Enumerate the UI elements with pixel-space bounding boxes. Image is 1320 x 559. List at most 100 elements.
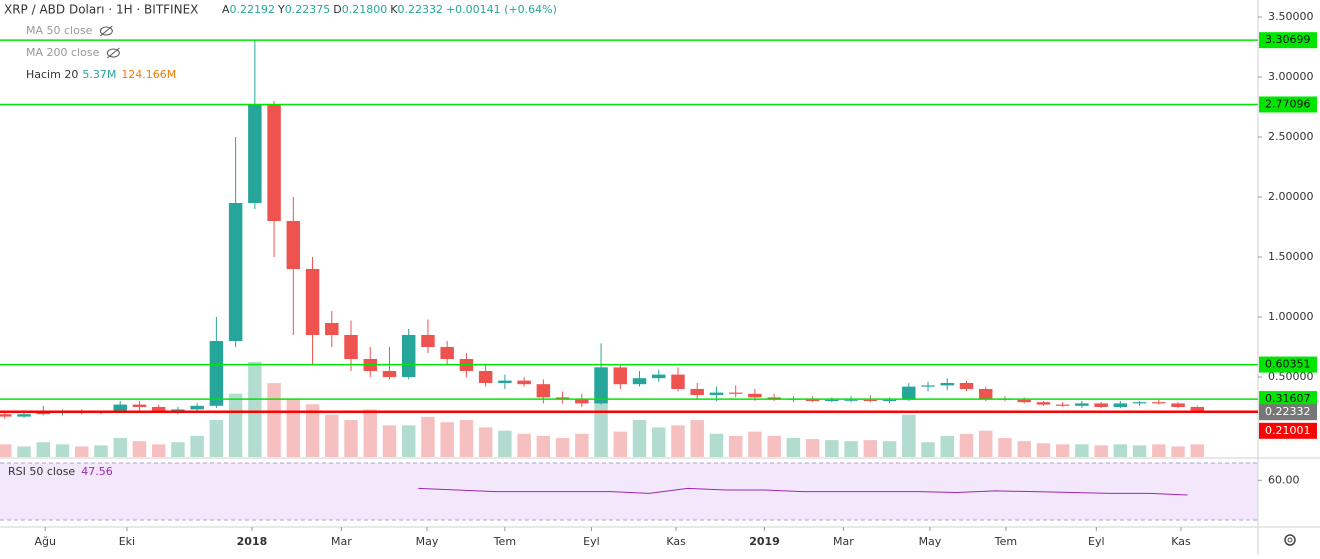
candle-body <box>305 268 320 335</box>
candle-body <box>1113 403 1128 407</box>
ohlc-value: 0.22192 <box>230 3 276 16</box>
volume-bar <box>998 438 1012 457</box>
volume-bar <box>75 446 89 457</box>
price-label: 0.31607 <box>1265 392 1311 405</box>
volume-bar <box>652 427 666 457</box>
volume-bar <box>555 438 570 457</box>
ohlc-value: 0.22332 <box>397 3 443 16</box>
y-tick-label: 2.00000 <box>1268 190 1314 203</box>
price-label-bg <box>1259 391 1317 408</box>
x-tick-label: Kas <box>666 535 686 548</box>
price-label: 0.60351 <box>1265 358 1311 371</box>
candle-body <box>1075 403 1089 406</box>
y-tick-label: 1.00000 <box>1268 310 1314 323</box>
x-tick-label: 2018 <box>237 535 268 548</box>
candle-body <box>882 399 897 401</box>
volume-bar <box>286 398 301 457</box>
candle-body <box>440 346 454 359</box>
hidden-icon <box>107 47 120 59</box>
candle-body <box>517 380 531 385</box>
legend: XRP / ABD Doları · 1H · BITFINEX A 0.2219… <box>0 3 557 81</box>
volume-bar <box>363 409 377 457</box>
x-tick-label: Eyl <box>583 535 600 548</box>
candle-body <box>594 367 608 404</box>
volume-bar <box>1075 444 1089 457</box>
volume-bar <box>921 442 935 457</box>
x-tick-label: Kas <box>1171 535 1191 548</box>
volume-bar <box>690 420 704 457</box>
candle-body <box>36 412 51 415</box>
y-tick-label: 3.50000 <box>1268 10 1314 23</box>
candle-body <box>382 370 397 377</box>
volume-bar <box>1171 446 1185 457</box>
candle-body <box>325 322 339 335</box>
rsi-line <box>418 487 1188 496</box>
volume-bar <box>1055 444 1070 457</box>
volume-bar <box>1094 445 1108 457</box>
candle-body <box>1055 404 1070 406</box>
x-tick-label: May <box>416 535 439 548</box>
ohlc-label: A <box>222 3 230 16</box>
volume-bar <box>440 422 454 457</box>
x-tick-label: Tem <box>994 535 1017 548</box>
candle-body <box>728 392 743 394</box>
volume-bar <box>825 440 839 457</box>
candle-body <box>632 378 647 385</box>
price-label-bg <box>1259 32 1317 49</box>
candle-body <box>1094 403 1108 407</box>
candle-body <box>113 404 127 412</box>
x-tick-label: Tem <box>493 535 516 548</box>
volume-bar <box>709 433 724 457</box>
x-tick-label: Mar <box>833 535 854 548</box>
candle-body <box>825 399 839 401</box>
rsi-value: 47.56 <box>81 465 113 478</box>
candle-body <box>671 374 685 389</box>
volume-bar <box>1190 444 1205 457</box>
volume-bar <box>1113 444 1128 457</box>
candle-body <box>151 406 166 412</box>
ohlc-value: 0.21800 <box>342 3 388 16</box>
x-tick-label: Eki <box>119 535 135 548</box>
volume-bar <box>575 433 589 457</box>
volume-bar <box>882 441 897 457</box>
volume-bar <box>902 414 916 457</box>
candle-body <box>959 382 974 389</box>
candle-body <box>1171 403 1185 407</box>
candle-body <box>498 380 512 383</box>
price-label-bg <box>1259 356 1317 373</box>
y-tick-label: 1.50000 <box>1268 250 1314 263</box>
volume-bar <box>190 435 204 457</box>
candle-body <box>709 392 724 395</box>
candle-body <box>344 334 358 359</box>
settings-icon[interactable] <box>1284 534 1296 546</box>
x-tick-label: May <box>919 535 942 548</box>
candle-body <box>286 221 301 269</box>
volume-bar <box>1152 444 1166 457</box>
volume-bar <box>55 444 70 457</box>
y-tick-label: 2.50000 <box>1268 130 1314 143</box>
volume-bar <box>248 362 262 457</box>
candle-body <box>613 367 628 385</box>
candle-body <box>690 388 704 395</box>
candle-body <box>1152 402 1166 404</box>
volume-bar <box>613 431 628 457</box>
candle-body <box>228 203 243 341</box>
candle-body <box>863 399 878 401</box>
candle-body <box>401 334 416 377</box>
volume-bar <box>132 441 147 457</box>
volume-bar <box>228 393 243 457</box>
candle-body <box>844 399 858 401</box>
volume-bar <box>786 438 801 457</box>
legend-item: MA 50 close <box>26 24 93 37</box>
legend-box <box>0 43 130 63</box>
gear-center[interactable] <box>1287 537 1293 543</box>
x-tick-label: Eyl <box>1088 535 1105 548</box>
volume-bar <box>0 444 12 457</box>
gear[interactable] <box>1284 534 1296 546</box>
volume-bar <box>36 442 51 457</box>
ohlc-label: Y <box>277 3 285 16</box>
y-tick-label: 0.50000 <box>1268 370 1314 383</box>
volume-bar <box>767 435 781 457</box>
candle-body <box>748 393 762 398</box>
legend-item: MA 200 close <box>26 46 100 59</box>
